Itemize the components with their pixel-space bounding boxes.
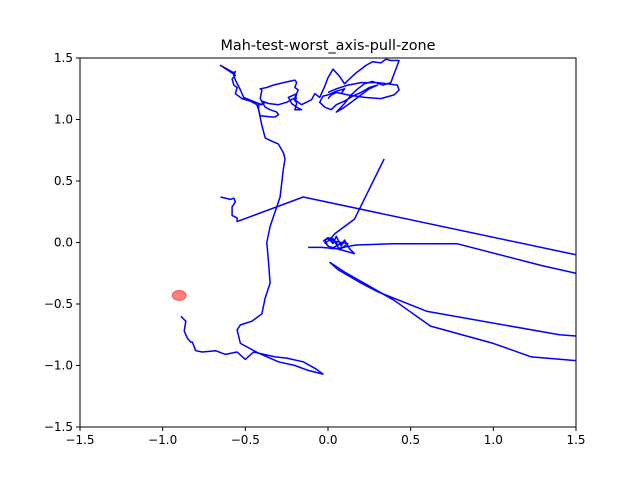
series-line-1 [180, 64, 324, 375]
x-tick-label: 1.0 [484, 433, 503, 447]
y-tick-label: 1.0 [54, 113, 73, 127]
x-axis: −1.5 −1.0 −0.5 0.0 0.5 1.0 1.5 [65, 427, 586, 447]
series-line-5 [322, 235, 356, 255]
y-tick-label: −1.0 [44, 359, 73, 373]
series-line-9 [327, 81, 400, 100]
y-tick-label: 0.5 [54, 174, 73, 188]
y-axis: −1.5 −1.0 −0.5 0.0 0.5 1.0 1.5 [44, 51, 80, 434]
series-line-3 [308, 242, 576, 275]
series-line-7 [329, 261, 576, 362]
marker-layer [171, 289, 187, 301]
y-tick-label: 1.5 [54, 51, 73, 65]
series-line-8 [261, 58, 400, 113]
y-tick-label: −1.5 [44, 420, 73, 434]
x-tick-label: −1.5 [65, 433, 94, 447]
y-tick-label: 0.0 [54, 236, 73, 250]
series-line-4 [329, 158, 385, 241]
chart-title: Mah-test-worst_axis-pull-zone [220, 38, 435, 54]
x-tick-label: 0.0 [318, 433, 337, 447]
red-marker-point [171, 289, 187, 301]
series-line-2 [220, 196, 576, 256]
x-tick-label: −1.0 [148, 433, 177, 447]
y-tick-label: −0.5 [44, 297, 73, 311]
x-tick-label: −0.5 [231, 433, 260, 447]
series-layer [180, 58, 576, 375]
x-tick-label: 1.5 [566, 433, 585, 447]
x-tick-label: 0.5 [401, 433, 420, 447]
